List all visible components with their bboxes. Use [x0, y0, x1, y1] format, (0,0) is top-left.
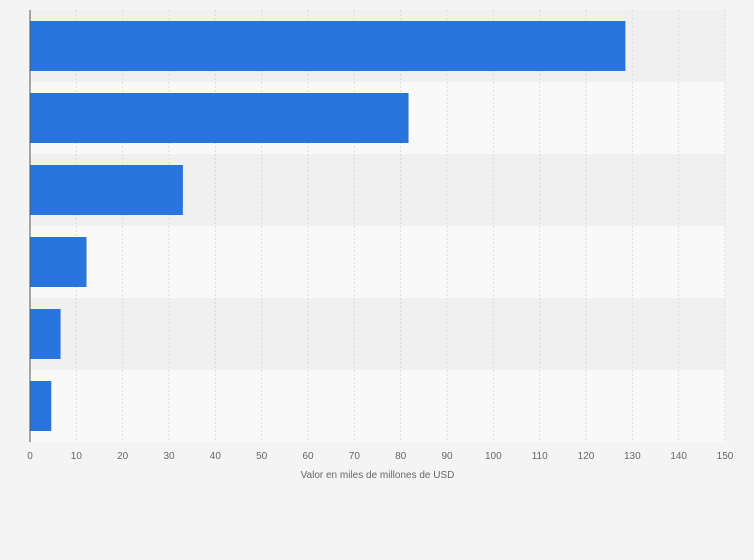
- x-tick-label: 120: [578, 451, 595, 462]
- x-tick-label: 110: [532, 451, 548, 462]
- bar: [30, 165, 183, 215]
- x-tick-label: 140: [670, 451, 687, 462]
- x-tick-label: 150: [717, 451, 734, 462]
- bar: [30, 21, 626, 71]
- bar: [30, 381, 52, 431]
- x-tick-label: 40: [210, 451, 222, 462]
- x-tick-label: 60: [302, 451, 314, 462]
- bar: [30, 93, 409, 143]
- x-axis-title: Valor en miles de millones de USD: [301, 470, 455, 481]
- gridlines: [75, 10, 726, 442]
- x-tick-label: 100: [485, 451, 502, 462]
- x-tick-label: 50: [256, 451, 268, 462]
- x-tick-label: 20: [117, 451, 129, 462]
- bars: [30, 21, 626, 431]
- row-band: [30, 298, 725, 370]
- bar: [30, 237, 87, 287]
- x-tick-label: 90: [441, 451, 453, 462]
- x-tick-label: 0: [27, 451, 33, 462]
- x-tick-label: 70: [349, 451, 361, 462]
- x-tick-labels: 0 10 20 30 40 50 60 70 80 90 100 110 120 130 140 150: [27, 451, 734, 462]
- x-tick-label: 10: [71, 451, 83, 462]
- bar: [30, 309, 61, 359]
- x-tick-label: 30: [163, 451, 175, 462]
- row-band: [30, 226, 725, 298]
- x-tick-label: 130: [624, 451, 641, 462]
- row-bands: [30, 10, 725, 442]
- row-band: [30, 370, 725, 442]
- x-tick-label: 80: [395, 451, 407, 462]
